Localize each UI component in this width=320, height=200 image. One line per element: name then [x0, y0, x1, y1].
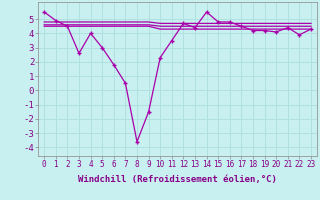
X-axis label: Windchill (Refroidissement éolien,°C): Windchill (Refroidissement éolien,°C): [78, 175, 277, 184]
